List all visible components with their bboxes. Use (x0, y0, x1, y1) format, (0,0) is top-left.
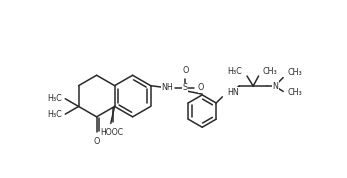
Text: H₃C: H₃C (48, 110, 62, 119)
Text: O: O (198, 83, 204, 92)
Text: HOO: HOO (102, 128, 119, 137)
Text: NH: NH (162, 83, 174, 92)
Text: CH₃: CH₃ (287, 88, 302, 97)
Text: H₃C: H₃C (48, 94, 62, 103)
Text: S: S (183, 83, 188, 92)
Text: HOOC: HOOC (101, 128, 124, 137)
Text: HN: HN (227, 88, 239, 97)
Text: CH₃: CH₃ (287, 69, 302, 77)
Text: O: O (93, 137, 100, 146)
Text: N: N (272, 82, 278, 91)
Text: CH₃: CH₃ (262, 67, 277, 76)
Text: H₃C: H₃C (228, 67, 243, 76)
Text: O: O (182, 66, 188, 75)
